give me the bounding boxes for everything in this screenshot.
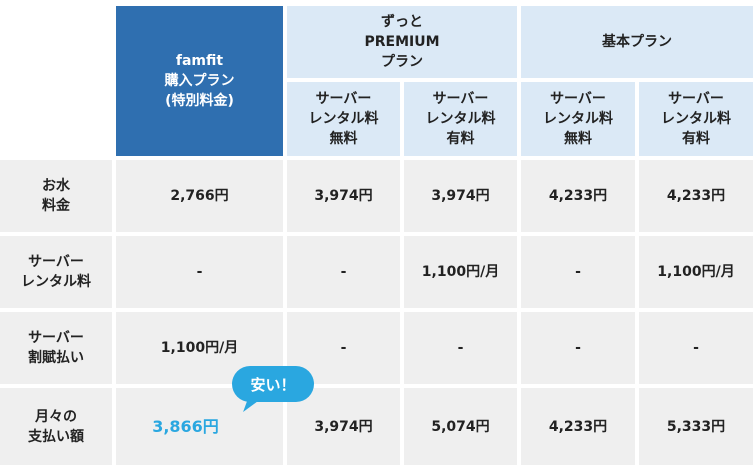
table-cell: 1,100円/月 — [116, 312, 283, 384]
table-cell: - — [404, 312, 517, 384]
table-cell: 3,974円 — [404, 160, 517, 232]
zutto-premium-plan-header: ずっと PREMIUM プラン — [287, 6, 517, 78]
subheader-zutto-paid: サーバー レンタル料 有料 — [404, 82, 517, 156]
table-cell: - — [287, 236, 400, 308]
table-cell: - — [116, 236, 283, 308]
subheader-line: 有料 — [446, 131, 475, 147]
row-label-line: 割賦払い — [28, 350, 84, 366]
subheader-line: レンタル料 — [543, 111, 613, 127]
subheader-basic-paid: サーバー レンタル料 有料 — [639, 82, 753, 156]
famfit-header-line-1: famfit — [175, 53, 224, 69]
subheader-line: 無料 — [564, 131, 592, 147]
row-label-line: 支払い額 — [28, 428, 84, 445]
table-cell: 2,766円 — [116, 160, 283, 232]
table-cell: - — [521, 312, 635, 384]
subheader-line: サーバー — [668, 91, 724, 107]
subheader-line: サーバー — [432, 91, 489, 107]
table-cell: 4,233円 — [639, 160, 753, 232]
table-cell: 1,100円/月 — [404, 236, 517, 308]
subheader-line: レンタル料 — [308, 111, 379, 127]
row-label-line: サーバー — [28, 330, 84, 346]
table-cell: - — [639, 312, 753, 384]
row-label-line: お水 — [42, 178, 70, 194]
table-cell: 3,974円 — [287, 160, 400, 232]
row-label-water-fee: お水 料金 — [0, 160, 112, 232]
row-label-line: 月々の — [35, 408, 77, 425]
subheader-line: レンタル料 — [661, 111, 731, 127]
table-cell: 5,074円 — [404, 388, 517, 465]
zutto-header-line-2: PREMIUM — [364, 34, 440, 50]
zutto-header-line-3: プラン — [380, 54, 423, 70]
subheader-line: 有料 — [682, 131, 710, 147]
row-label-line: 料金 — [42, 198, 70, 214]
table-cell: 5,333円 — [639, 388, 753, 465]
table-cell: 1,100円/月 — [639, 236, 753, 308]
basic-plan-label: 基本プラン — [602, 34, 672, 50]
subheader-basic-free: サーバー レンタル料 無料 — [521, 82, 635, 156]
row-label-line: サーバー — [28, 254, 84, 270]
famfit-header-line-3: (特別料金) — [165, 93, 234, 109]
subheader-line: サーバー — [550, 91, 606, 107]
famfit-header-line-2: 購入プラン — [164, 73, 235, 89]
subheader-line: レンタル料 — [425, 111, 496, 127]
table-cell: 3,974円 — [287, 388, 400, 465]
row-label-line: レンタル料 — [21, 274, 91, 290]
zutto-header-line-1: ずっと — [380, 14, 423, 30]
table-cell: 4,233円 — [521, 388, 635, 465]
row-label-server-rental: サーバー レンタル料 — [0, 236, 112, 308]
table-cell: 4,233円 — [521, 160, 635, 232]
table-cell: - — [521, 236, 635, 308]
subheader-zutto-free: サーバー レンタル料 無料 — [287, 82, 400, 156]
subheader-line: 無料 — [329, 131, 358, 147]
row-label-installment: サーバー 割賦払い — [0, 312, 112, 384]
row-label-monthly-total: 月々の 支払い額 — [0, 388, 112, 465]
famfit-plan-header: famfit 購入プラン (特別料金) — [116, 6, 283, 156]
subheader-line: サーバー — [315, 91, 372, 107]
basic-plan-header: 基本プラン — [521, 6, 753, 78]
cheap-callout-bubble: 安い！ — [232, 366, 314, 402]
